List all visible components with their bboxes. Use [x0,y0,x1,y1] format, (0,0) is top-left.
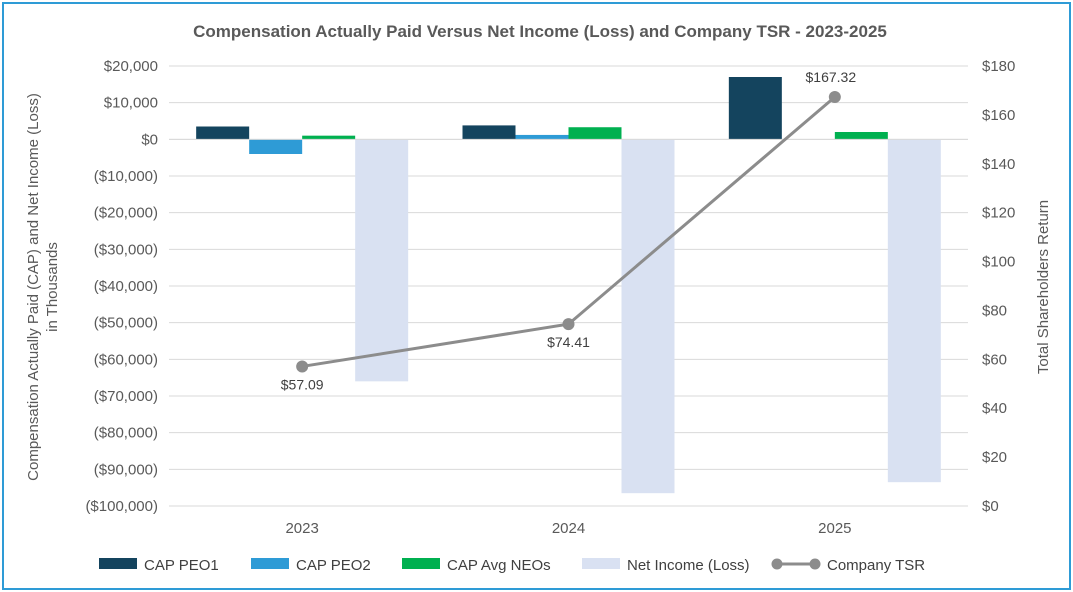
y2-tick-label: $120 [982,205,1015,222]
y2-tick-label: $140 [982,156,1015,173]
legend-cap-avg-neos-text: CAP Avg NEOs [447,557,551,574]
y-tick-label: ($60,000) [94,351,158,368]
tsr-point-2024 [562,318,575,331]
y2-tick-label: $100 [982,254,1015,271]
category-axis-ticks: 2023 2024 2025 [285,520,851,537]
y-tick-label: $0 [141,131,158,148]
y-tick-label: ($100,000) [85,498,158,515]
y-tick-label: ($70,000) [94,388,158,405]
legend-company-tsr-marker [771,558,783,570]
bar-cap-avg-neos-2025 [834,132,888,140]
tsr-point-2023 [296,360,309,373]
primary-axis-ticks: $20,000 $10,000 $0 ($10,000) ($20,000) ($30,0… [85,58,158,515]
legend-net-income-swatch [582,558,620,569]
x-tick-label: 2025 [818,520,851,537]
y2-axis-label: Total Shareholders Return [1035,200,1052,374]
chart-title: Compensation Actually Paid Versus Net In… [193,22,887,41]
tsr-data-label: $57.09 [281,376,324,392]
y-tick-label: ($80,000) [94,425,158,442]
legend-cap-peo2-text: CAP PEO2 [296,557,371,574]
tsr-point-2025 [828,90,841,103]
legend: CAP PEO1 CAP PEO2 CAP Avg NEOs Net Income (… [99,557,925,574]
legend-cap-peo1-swatch [99,558,137,569]
legend-cap-peo1-text: CAP PEO1 [144,557,219,574]
y-tick-label: ($90,000) [94,461,158,478]
y2-tick-label: $180 [982,58,1015,75]
y2-tick-label: $60 [982,351,1007,368]
bar-cap-peo2-2024 [515,134,569,140]
secondary-axis-ticks: $180 $160 $140 $120 $100 $80 $60 $40 $20 $0 [982,58,1015,515]
legend-net-income-text: Net Income (Loss) [627,557,750,574]
y-tick-label: $20,000 [104,58,158,75]
legend-cap-peo2-swatch [251,558,289,569]
bar-cap-avg-neos-2023 [302,135,356,140]
bar-cap-peo1-2025 [728,77,782,140]
bar-net-income-loss--2024 [621,139,675,494]
bar-cap-peo2-2023 [249,139,303,154]
y-tick-label: ($30,000) [94,241,158,258]
y2-tick-label: $160 [982,107,1015,124]
y-tick-label: ($50,000) [94,315,158,332]
bar-net-income-loss--2025 [887,139,941,483]
y-tick-label: ($10,000) [94,168,158,185]
y-tick-label: ($40,000) [94,278,158,295]
bar-group [196,77,941,494]
bar-net-income-loss--2023 [355,139,409,382]
y2-tick-label: $0 [982,498,999,515]
y-tick-label: ($20,000) [94,205,158,222]
x-tick-label: 2024 [552,520,585,537]
y-axis-label-line1: Compensation Actually Paid (CAP) and Net… [25,93,42,481]
bar-cap-peo1-2024 [462,125,516,140]
chart: Compensation Actually Paid Versus Net In… [25,22,1052,574]
bar-cap-peo1-2023 [196,126,250,140]
y2-tick-label: $20 [982,449,1007,466]
bar-cap-avg-neos-2024 [568,127,622,140]
y2-tick-label: $80 [982,302,1007,319]
tsr-line-group: $57.09 $74.41 $167.32 [281,69,857,392]
tsr-data-label: $74.41 [547,334,590,350]
legend-company-tsr-marker [809,558,821,570]
x-tick-label: 2023 [285,520,318,537]
tsr-data-label: $167.32 [806,69,857,85]
y2-tick-label: $40 [982,400,1007,417]
legend-company-tsr-text: Company TSR [827,557,925,574]
y-axis-label-line2: in Thousands [44,242,61,332]
legend-cap-avg-neos-swatch [402,558,440,569]
y-tick-label: $10,000 [104,95,158,112]
